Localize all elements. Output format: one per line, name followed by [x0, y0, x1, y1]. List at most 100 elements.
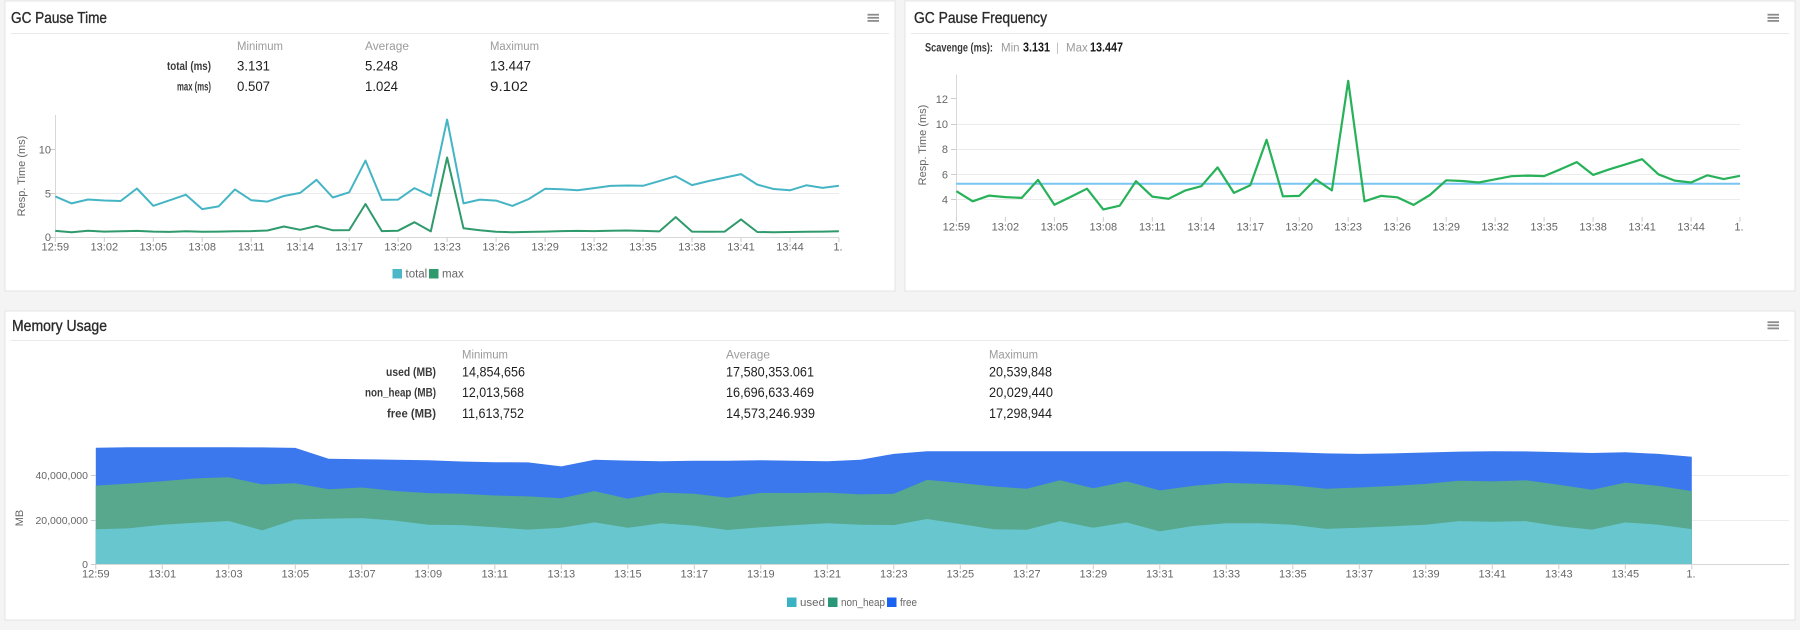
svg-text:14,573,246.939: 14,573,246.939: [726, 405, 815, 421]
svg-text:13:08: 13:08: [1090, 222, 1118, 234]
svg-text:13:05: 13:05: [140, 242, 168, 254]
svg-text:8: 8: [942, 144, 948, 156]
svg-text:13:29: 13:29: [531, 242, 559, 254]
svg-text:13:03: 13:03: [215, 568, 243, 580]
svg-text:13:05: 13:05: [1041, 222, 1069, 234]
svg-text:13:17: 13:17: [681, 568, 709, 580]
svg-text:13:23: 13:23: [880, 568, 908, 580]
svg-text:3.131: 3.131: [1023, 41, 1050, 55]
svg-text:13:20: 13:20: [1285, 222, 1313, 234]
svg-text:GC Pause Frequency: GC Pause Frequency: [914, 10, 1047, 27]
svg-text:13:25: 13:25: [947, 568, 975, 580]
svg-text:total (ms): total (ms): [167, 61, 211, 73]
svg-text:0: 0: [45, 232, 51, 244]
svg-text:non_heap (MB): non_heap (MB): [365, 388, 436, 400]
svg-text:13:14: 13:14: [286, 242, 314, 254]
svg-text:9.102: 9.102: [490, 78, 528, 94]
svg-text:13:01: 13:01: [149, 568, 177, 580]
svg-text:13:35: 13:35: [629, 242, 657, 254]
svg-text:13:23: 13:23: [1334, 222, 1362, 234]
svg-text:20,029,440: 20,029,440: [989, 384, 1053, 400]
svg-text:used: used: [800, 597, 825, 609]
svg-text:20,539,848: 20,539,848: [989, 364, 1052, 380]
svg-text:11,613,752: 11,613,752: [462, 405, 524, 421]
svg-text:Maximum: Maximum: [989, 350, 1038, 362]
svg-text:13:19: 13:19: [747, 568, 775, 580]
svg-text:Resp. Time (ms): Resp. Time (ms): [16, 136, 28, 217]
svg-text:13:32: 13:32: [1481, 222, 1509, 234]
svg-text:free: free: [900, 597, 917, 609]
svg-text:13:39: 13:39: [1412, 568, 1440, 580]
svg-text:13:32: 13:32: [580, 242, 608, 254]
svg-text:max (ms): max (ms): [177, 82, 211, 94]
svg-text:free (MB): free (MB): [387, 408, 436, 420]
svg-text:16,696,633.469: 16,696,633.469: [726, 384, 814, 400]
svg-text:13:38: 13:38: [678, 242, 706, 254]
svg-text:12: 12: [936, 94, 948, 106]
svg-text:Memory Usage: Memory Usage: [12, 318, 107, 335]
svg-text:|: |: [1056, 43, 1059, 55]
svg-text:1.: 1.: [1734, 222, 1743, 234]
svg-text:13:44: 13:44: [1677, 222, 1705, 234]
svg-text:12:59: 12:59: [82, 568, 110, 580]
svg-text:5: 5: [45, 188, 51, 200]
svg-text:12:59: 12:59: [943, 222, 971, 234]
svg-text:MB: MB: [14, 510, 26, 527]
svg-text:13:29: 13:29: [1432, 222, 1460, 234]
svg-text:13:27: 13:27: [1013, 568, 1041, 580]
svg-text:1.: 1.: [1686, 568, 1695, 580]
svg-text:13:02: 13:02: [992, 222, 1020, 234]
svg-text:13:41: 13:41: [1628, 222, 1656, 234]
svg-text:Average: Average: [365, 41, 409, 53]
svg-text:5.248: 5.248: [365, 58, 398, 74]
svg-text:14,854,656: 14,854,656: [462, 364, 525, 380]
svg-text:12:59: 12:59: [42, 242, 70, 254]
svg-text:Scavenge (ms):: Scavenge (ms):: [925, 41, 993, 55]
svg-text:Min: Min: [1001, 43, 1020, 55]
svg-text:13:14: 13:14: [1188, 222, 1216, 234]
svg-text:13:44: 13:44: [776, 242, 804, 254]
svg-text:1.024: 1.024: [365, 78, 398, 94]
svg-text:0: 0: [82, 559, 88, 571]
svg-text:17,580,353.061: 17,580,353.061: [726, 364, 814, 380]
svg-text:13:11: 13:11: [481, 568, 508, 580]
svg-text:max: max: [442, 269, 464, 281]
svg-text:13:13: 13:13: [548, 568, 576, 580]
svg-text:13:17: 13:17: [335, 242, 363, 254]
svg-text:Average: Average: [726, 350, 770, 362]
svg-text:used (MB): used (MB): [386, 367, 436, 379]
svg-text:13:43: 13:43: [1545, 568, 1573, 580]
svg-text:6: 6: [942, 169, 948, 181]
svg-text:13.447: 13.447: [490, 58, 531, 74]
svg-text:13:21: 13:21: [814, 568, 842, 580]
svg-text:13:11: 13:11: [1139, 222, 1166, 234]
svg-text:13:26: 13:26: [1383, 222, 1411, 234]
svg-text:13:20: 13:20: [384, 242, 412, 254]
svg-text:10: 10: [39, 145, 51, 157]
svg-text:40,000,000: 40,000,000: [35, 470, 88, 482]
svg-text:13:23: 13:23: [433, 242, 461, 254]
svg-text:Minimum: Minimum: [462, 350, 508, 362]
svg-text:13:11: 13:11: [238, 242, 265, 254]
svg-text:20,000,000: 20,000,000: [35, 515, 88, 527]
svg-text:0.507: 0.507: [237, 78, 270, 94]
svg-text:Max: Max: [1066, 43, 1088, 55]
svg-text:13:38: 13:38: [1579, 222, 1607, 234]
svg-text:13:35: 13:35: [1530, 222, 1558, 234]
svg-text:17,298,944: 17,298,944: [989, 405, 1052, 421]
svg-text:13:37: 13:37: [1346, 568, 1374, 580]
svg-text:1.: 1.: [833, 242, 842, 254]
svg-text:non_heap: non_heap: [841, 597, 885, 609]
svg-text:4: 4: [942, 194, 948, 206]
svg-text:3.131: 3.131: [237, 58, 270, 74]
svg-text:Minimum: Minimum: [237, 41, 283, 53]
svg-text:13:35: 13:35: [1279, 568, 1307, 580]
svg-text:13:08: 13:08: [188, 242, 216, 254]
svg-text:Resp. Time (ms): Resp. Time (ms): [917, 105, 929, 186]
svg-text:13:05: 13:05: [282, 568, 310, 580]
svg-text:10: 10: [936, 119, 948, 131]
svg-text:13:02: 13:02: [91, 242, 119, 254]
svg-text:13:29: 13:29: [1080, 568, 1108, 580]
svg-text:13:41: 13:41: [1479, 568, 1507, 580]
svg-text:13.447: 13.447: [1090, 41, 1123, 55]
